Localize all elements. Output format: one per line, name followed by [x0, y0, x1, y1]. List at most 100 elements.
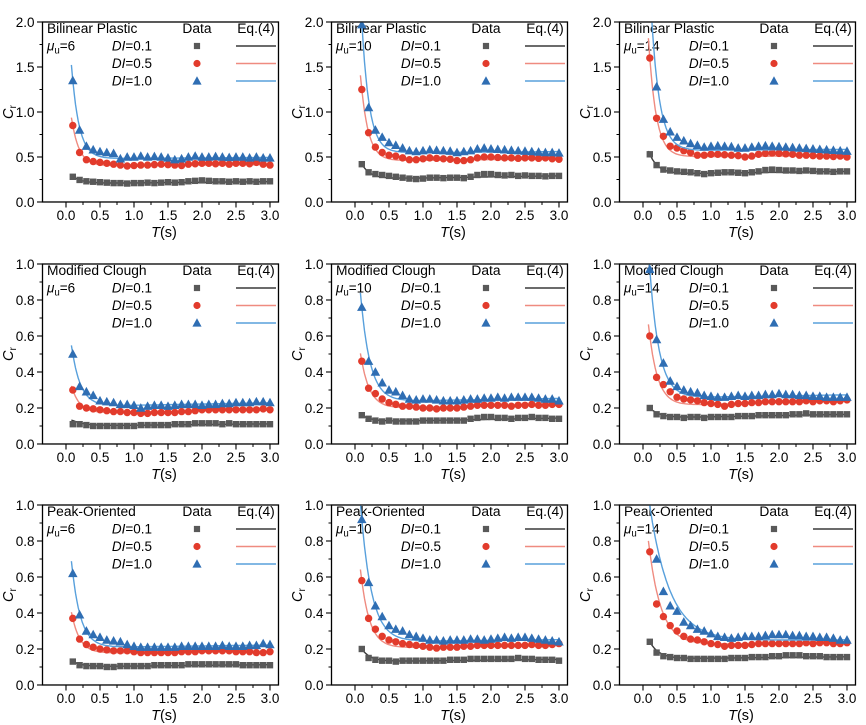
y-tick-label: 1.0	[304, 498, 323, 513]
series-DI=0.5	[646, 323, 852, 410]
plot-area	[646, 505, 853, 663]
y-tick-label: 0.5	[304, 150, 323, 165]
x-axis-label: T(s)	[151, 708, 177, 724]
x-tick-label: 1.0	[413, 208, 432, 223]
legend-eq-header: Eq.(4)	[237, 263, 275, 278]
legend-model-title: Bilinear Plastic	[336, 21, 426, 36]
x-tick-label: 2.5	[227, 208, 246, 223]
y-tick-label: 0.4	[593, 364, 612, 379]
legend-di-label: DI=0.1	[401, 280, 441, 295]
legend-mu-label: μu=10	[335, 280, 372, 298]
x-tick-label: 3.0	[549, 450, 568, 465]
legend-data-header: Data	[182, 263, 211, 278]
y-axis-label: Cr	[290, 104, 308, 118]
x-axis-label: T(s)	[440, 225, 466, 241]
legend-data-header: Data	[471, 504, 500, 519]
series-DI=0.1	[69, 658, 274, 671]
y-tick-label: 0.6	[304, 570, 323, 585]
y-tick-label: 0.2	[16, 642, 35, 657]
legend-di-label: DI=0.5	[401, 56, 441, 71]
legend-di-label: DI=0.1	[689, 280, 729, 295]
y-tick-label: 0.0	[16, 195, 35, 210]
chart-panel-modified-clough-mu6: 0.0 0.5 1.0 1.5 2.0 2.5 3.0 0.0 0.2 0.4 0.6 0.8 1.0 T…	[1, 256, 279, 482]
eq4-curve	[359, 569, 559, 649]
x-tick-label: 3.0	[261, 208, 280, 223]
legend-di-label: DI=1.0	[401, 73, 441, 88]
y-tick-label: 0.0	[304, 195, 323, 210]
chart-panel-bilinear-plastic-mu6: 0.0 0.5 1.0 1.5 2.0 2.5 3.0 0.0 0.5 1.0 1.5 2.0 T(s)…	[1, 15, 280, 241]
x-tick-label: 3.0	[838, 208, 857, 223]
legend-di-label: DI=0.5	[112, 298, 152, 313]
x-tick-label: 0.5	[91, 450, 110, 465]
series-DI=0.1	[69, 419, 274, 429]
legend-di-label: DI=0.1	[689, 38, 729, 53]
legend-data-header: Data	[760, 263, 789, 278]
series-DI=0.1	[646, 150, 851, 178]
legend-mu-label: μu=14	[623, 280, 660, 298]
legend-di-label: DI=0.5	[689, 56, 729, 71]
y-tick-label: 1.0	[16, 105, 35, 120]
x-tick-label: 0.0	[345, 691, 364, 706]
eq4-curve	[70, 64, 271, 159]
y-axis-label: Cr	[290, 346, 308, 360]
x-tick-label: 1.5	[447, 208, 466, 223]
x-tick-label: 2.0	[193, 208, 212, 223]
x-tick-label: 0.0	[345, 450, 364, 465]
y-tick-label: 0.4	[593, 606, 612, 621]
x-tick-label: 2.5	[804, 208, 823, 223]
legend-di-label: DI=1.0	[112, 557, 152, 572]
legend-di-label: DI=0.1	[401, 38, 441, 53]
x-tick-label: 0.0	[57, 691, 76, 706]
y-axis-label: Cr	[1, 346, 19, 360]
y-tick-label: 0.8	[16, 534, 35, 549]
x-tick-label: 2.5	[804, 450, 823, 465]
legend-model-title: Bilinear Plastic	[47, 21, 137, 36]
legend-data-header: Data	[471, 263, 500, 278]
series-DI=0.1	[358, 160, 562, 183]
legend-di-label: DI=0.5	[689, 539, 729, 554]
y-axis-label: Cr	[1, 104, 19, 118]
eq4-curve	[70, 344, 270, 406]
legend-di-label: DI=1.0	[401, 315, 441, 330]
y-tick-label: 0.2	[304, 400, 323, 415]
chart-panel-peak-oriented-mu6: 0.0 0.5 1.0 1.5 2.0 2.5 3.0 0.0 0.2 0.4 0.6 0.8 1.0 T…	[1, 498, 280, 724]
series-DI=0.1	[358, 411, 562, 425]
x-axis-label: T(s)	[440, 467, 466, 483]
plot-area	[68, 64, 275, 187]
legend-data-header: Data	[182, 21, 211, 36]
plot-area	[645, 264, 853, 421]
y-tick-label: 0.8	[304, 292, 323, 307]
y-axis-label: Cr	[578, 104, 596, 118]
eq4-curve	[359, 292, 559, 401]
plot-area	[356, 22, 564, 183]
x-tick-label: 2.0	[770, 450, 789, 465]
x-tick-label: 2.0	[193, 691, 212, 706]
y-tick-label: 0.5	[16, 150, 35, 165]
series-DI=0.5	[646, 38, 852, 161]
series-DI=1.0	[68, 344, 275, 412]
legend-eq-header: Eq.(4)	[526, 263, 564, 278]
x-tick-label: 3.0	[261, 691, 280, 706]
y-axis-label: Cr	[290, 588, 308, 602]
y-tick-label: 0.0	[593, 436, 612, 451]
legend-mu-label: μu=10	[335, 522, 372, 540]
legend-di-label: DI=1.0	[689, 557, 729, 572]
series-DI=1.0	[68, 561, 275, 652]
series-DI=0.5	[357, 75, 563, 165]
x-tick-label: 2.5	[227, 450, 246, 465]
series-DI=0.5	[646, 541, 852, 651]
x-tick-label: 2.0	[481, 450, 500, 465]
eq4-curve	[70, 561, 271, 648]
legend-di-label: DI=1.0	[112, 315, 152, 330]
y-tick-label: 0.2	[593, 642, 612, 657]
legend-di-label: DI=1.0	[689, 73, 729, 88]
y-tick-label: 0.4	[304, 364, 323, 379]
x-tick-label: 0.5	[379, 691, 398, 706]
chart-panel-modified-clough-mu10: 0.0 0.5 1.0 1.5 2.0 2.5 3.0 0.0 0.2 0.4 0.6 0.8 1.0 T…	[290, 256, 568, 483]
y-tick-label: 0.2	[593, 400, 612, 415]
legend-di-label: DI=1.0	[689, 315, 729, 330]
legend-di-label: DI=0.5	[401, 298, 441, 313]
x-tick-label: 2.5	[515, 691, 534, 706]
